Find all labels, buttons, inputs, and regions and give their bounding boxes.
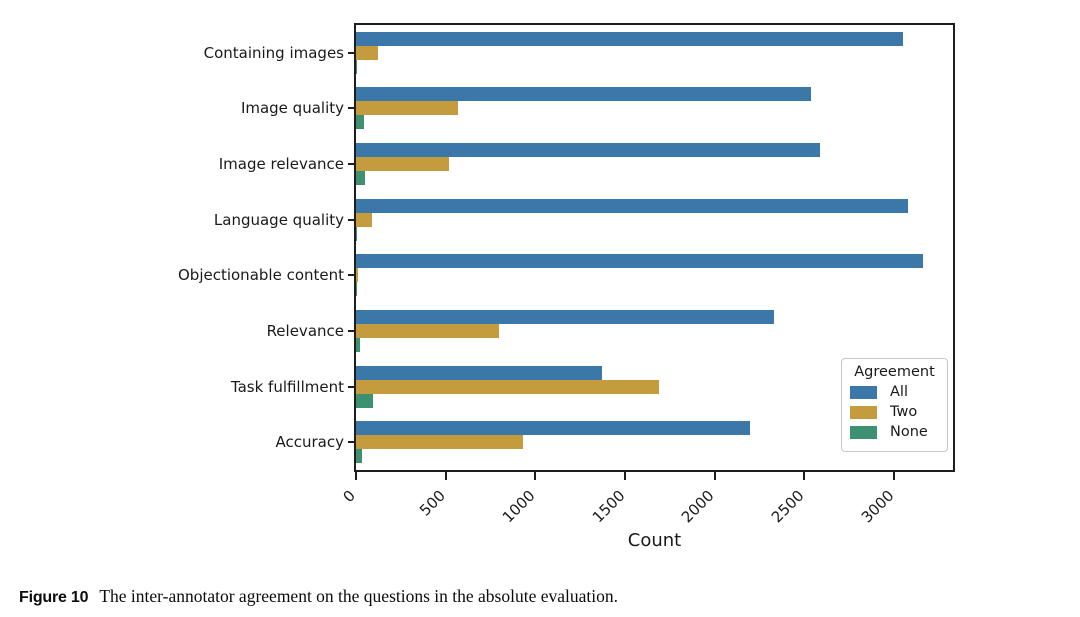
y-axis-label: Image quality xyxy=(240,99,344,118)
x-tick-label-text: 3000 xyxy=(857,486,898,527)
y-axis-label: Image relevance xyxy=(218,155,344,174)
x-tick xyxy=(803,472,806,480)
y-tick xyxy=(348,329,356,332)
x-tick-label-text: 0 xyxy=(339,486,360,507)
legend-item-label: All xyxy=(890,384,908,400)
bar-none xyxy=(356,171,365,186)
y-tick xyxy=(348,218,356,221)
bar-two xyxy=(356,323,500,338)
bar-all xyxy=(356,87,812,102)
bar-all xyxy=(356,31,903,46)
legend-item-two: Two xyxy=(850,405,939,420)
bar-all xyxy=(356,198,909,213)
y-axis-label: Task fulfillment xyxy=(230,377,344,396)
bar-two xyxy=(356,45,378,60)
x-tick-label-text: 1500 xyxy=(588,486,629,527)
x-tick-label-text: 2000 xyxy=(678,486,718,527)
bar-none xyxy=(356,337,361,352)
x-tick xyxy=(623,472,626,480)
legend-swatch-all xyxy=(850,386,877,399)
y-tick xyxy=(348,51,356,54)
bar-two xyxy=(356,157,450,172)
x-tick-label-text: 1000 xyxy=(498,486,539,527)
y-tick xyxy=(348,107,356,110)
legend-swatch-two xyxy=(850,406,877,419)
legend-swatch-none xyxy=(850,426,877,439)
bar-none xyxy=(356,282,357,297)
legend: Agreement All Two None xyxy=(841,358,948,452)
bar-none xyxy=(356,226,358,241)
bar-two xyxy=(356,268,358,283)
bar-all xyxy=(356,365,602,380)
y-axis-label: Language quality xyxy=(213,210,344,229)
bar-all xyxy=(356,309,774,324)
x-tick xyxy=(444,472,447,480)
legend-item-all: All xyxy=(850,385,939,400)
y-tick xyxy=(348,274,356,277)
bar-two xyxy=(356,435,523,450)
x-tick-label-text: 500 xyxy=(416,486,449,520)
bar-none xyxy=(356,393,374,408)
y-tick xyxy=(348,163,356,166)
bar-none xyxy=(356,115,365,130)
x-tick-label-text: 2500 xyxy=(767,486,808,527)
caption-label: Figure 10 xyxy=(19,589,89,606)
bar-all xyxy=(356,143,821,158)
bar-none xyxy=(356,449,363,464)
legend-item-label: Two xyxy=(890,404,918,420)
legend-title: Agreement xyxy=(854,364,935,380)
bar-two xyxy=(356,379,659,394)
y-axis-label: Containing images xyxy=(203,43,344,62)
y-tick xyxy=(348,385,356,388)
bar-all xyxy=(356,421,751,436)
legend-item-label: None xyxy=(890,424,928,440)
y-axis-label: Relevance xyxy=(266,321,344,340)
x-tick xyxy=(892,472,895,480)
x-tick xyxy=(713,472,716,480)
bar-two xyxy=(356,101,459,116)
bar-all xyxy=(356,254,924,269)
y-tick xyxy=(348,441,356,444)
caption-text: The inter-annotator agreement on the que… xyxy=(99,586,618,606)
bar-none xyxy=(356,59,357,74)
y-axis-label: Accuracy xyxy=(275,433,344,452)
bar-two xyxy=(356,212,373,227)
x-tick xyxy=(355,472,357,480)
legend-item-none: None xyxy=(850,425,939,440)
figure-caption: Figure 10 The inter-annotator agreement o… xyxy=(19,586,618,607)
x-tick xyxy=(534,472,537,480)
y-axis-label: Objectionable content xyxy=(177,266,344,285)
x-axis-title: Count xyxy=(627,530,682,551)
